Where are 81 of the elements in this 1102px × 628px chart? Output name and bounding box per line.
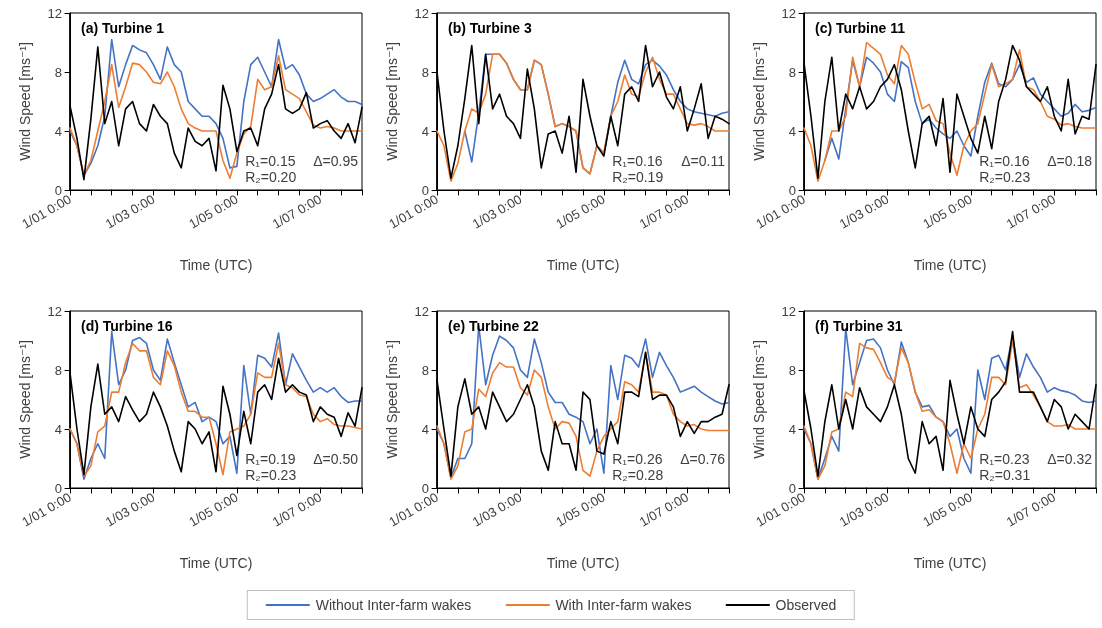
- y-tick-label: 12: [781, 5, 796, 21]
- x-tick-label: 1/07 0:00: [636, 489, 692, 530]
- legend-label: Observed: [775, 597, 837, 613]
- annotation: R₁=0.23: [979, 450, 1030, 467]
- x-tick-label: 1/03 0:00: [469, 489, 525, 530]
- y-tick-label: 12: [781, 303, 796, 319]
- x-tick-label: 1/05 0:00: [920, 191, 975, 232]
- text: (a) Turbine 1: [81, 20, 165, 36]
- y-tick-label: 4: [788, 421, 796, 437]
- y-tick-label: 4: [788, 123, 796, 139]
- annotation: R₂=0.23: [245, 467, 297, 484]
- y-axis-title: Wind Speed [ms⁻¹]: [751, 340, 767, 459]
- annotation: R₂=0.31: [979, 467, 1031, 484]
- x-tick-label: 1/03 0:00: [469, 191, 525, 232]
- x-tick-label: 1/07 0:00: [636, 191, 692, 232]
- x-axis-title: Time (UTC): [179, 257, 253, 273]
- y-tick-label: 0: [421, 480, 429, 496]
- x-tick-label: 1/03 0:00: [102, 191, 158, 232]
- y-axis-title: Wind Speed [ms⁻¹]: [17, 340, 33, 459]
- y-tick-label: 8: [788, 64, 796, 80]
- x-tick-label: 1/07 0:00: [269, 191, 325, 232]
- annotation: Δ=0.76: [680, 450, 726, 467]
- y-tick-label: 8: [54, 362, 62, 378]
- text: (c) Turbine 11: [815, 20, 906, 36]
- text: (f) Turbine 31: [815, 318, 903, 334]
- x-tick-label: 1/07 0:00: [269, 489, 325, 530]
- x-tick-label: 1/07 0:00: [1003, 191, 1059, 232]
- annotation: R₁=0.19: [245, 450, 296, 467]
- annotation: Δ=0.50: [313, 450, 359, 467]
- x-tick-label: 1/03 0:00: [836, 489, 892, 530]
- annotation: Δ=0.95: [313, 152, 359, 169]
- y-tick-label: 8: [788, 362, 796, 378]
- y-tick-label: 12: [414, 303, 429, 319]
- x-tick-label: 1/07 0:00: [1003, 489, 1059, 530]
- annotation: R₁=0.16: [979, 152, 1030, 169]
- text: (e) Turbine 22: [448, 318, 539, 334]
- x-tick-label: 1/05 0:00: [186, 191, 241, 232]
- y-tick-label: 12: [47, 5, 62, 21]
- annotation: R₁=0.15: [245, 152, 296, 169]
- y-tick-label: 4: [54, 421, 62, 437]
- x-tick-label: 1/05 0:00: [553, 489, 608, 530]
- y-tick-label: 0: [788, 480, 796, 496]
- annotation: Δ=0.11: [681, 152, 726, 169]
- annotation: R₂=0.23: [979, 169, 1031, 186]
- y-axis-title: Wind Speed [ms⁻¹]: [384, 42, 400, 161]
- x-axis-title: Time (UTC): [913, 555, 987, 571]
- annotation: Δ=0.18: [1047, 152, 1093, 169]
- y-tick-label: 4: [421, 421, 429, 437]
- y-tick-label: 0: [54, 480, 62, 496]
- y-tick-label: 0: [788, 182, 796, 198]
- x-axis-title: Time (UTC): [179, 555, 253, 571]
- y-axis-title: Wind Speed [ms⁻¹]: [384, 340, 400, 459]
- legend-label: Without Inter-farm wakes: [315, 597, 472, 613]
- y-tick-label: 12: [414, 5, 429, 21]
- x-axis-title: Time (UTC): [546, 555, 620, 571]
- y-tick-label: 4: [421, 123, 429, 139]
- y-axis-title: Wind Speed [ms⁻¹]: [17, 42, 33, 161]
- y-tick-label: 8: [421, 362, 429, 378]
- y-tick-label: 4: [54, 123, 62, 139]
- annotation: R₂=0.19: [612, 169, 664, 186]
- x-axis-title: Time (UTC): [913, 257, 987, 273]
- x-tick-label: 1/05 0:00: [553, 191, 608, 232]
- y-tick-label: 8: [54, 64, 62, 80]
- annotation: R₁=0.16: [612, 152, 663, 169]
- annotation: Δ=0.32: [1047, 450, 1093, 467]
- y-axis-title: Wind Speed [ms⁻¹]: [751, 42, 767, 161]
- y-tick-label: 0: [54, 182, 62, 198]
- x-tick-label: 1/05 0:00: [186, 489, 241, 530]
- y-tick-label: 12: [47, 303, 62, 319]
- annotation: R₁=0.26: [612, 450, 663, 467]
- annotation: R₂=0.28: [612, 467, 664, 484]
- x-tick-label: 1/05 0:00: [920, 489, 975, 530]
- y-tick-label: 0: [421, 182, 429, 198]
- text: (b) Turbine 3: [448, 20, 532, 36]
- x-tick-label: 1/03 0:00: [102, 489, 158, 530]
- annotation: R₂=0.20: [245, 169, 297, 186]
- x-tick-label: 1/03 0:00: [836, 191, 892, 232]
- y-tick-label: 8: [421, 64, 429, 80]
- x-axis-title: Time (UTC): [546, 257, 620, 273]
- legend-label: With Inter-farm wakes: [555, 597, 692, 613]
- text: (d) Turbine 16: [81, 318, 173, 334]
